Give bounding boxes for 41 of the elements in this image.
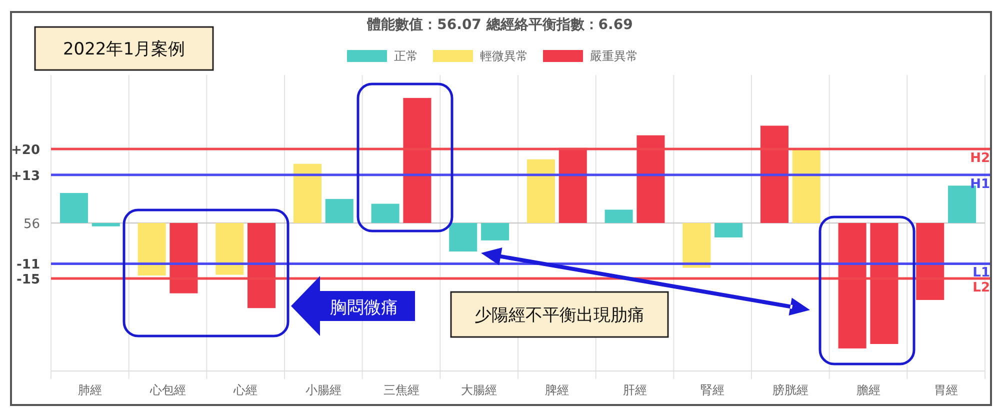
- bar: [92, 223, 120, 226]
- x-tick-label: 膽經: [856, 383, 880, 397]
- bar: [526, 159, 555, 223]
- legend-label: 正常: [394, 49, 418, 63]
- bar: [481, 223, 510, 240]
- bar: [293, 164, 322, 223]
- y-tick-label: -15: [16, 272, 40, 288]
- x-tick-label: 胃經: [934, 383, 958, 397]
- ref-line-label: H2: [970, 151, 990, 166]
- text: 56: [23, 217, 40, 232]
- x-tick-label: 大腸經: [461, 383, 498, 397]
- x-tick-label: 肝經: [622, 383, 647, 397]
- bar: [682, 223, 711, 268]
- bar: [604, 210, 633, 223]
- annotation: 胸悶微痛: [330, 298, 398, 318]
- text: 2022年1月案例: [62, 40, 186, 60]
- legend-label: 嚴重異常: [590, 49, 638, 63]
- chart-title: 體能數值：56.07 總經絡平衡指數：6.69: [367, 17, 633, 33]
- bar: [714, 223, 743, 238]
- bar: [371, 204, 400, 223]
- bar: [325, 198, 354, 223]
- y-tick-label: +13: [11, 168, 40, 184]
- ref-line-label: L1: [972, 266, 990, 281]
- bar: [60, 193, 88, 223]
- x-tick-label: 肺經: [78, 383, 102, 397]
- x-tick-label: 三焦經: [383, 383, 420, 397]
- bar: [138, 223, 166, 276]
- x-tick-label: 小腸經: [305, 383, 342, 397]
- x-tick-label: 腎經: [700, 383, 725, 397]
- y-tick-label: +20: [11, 143, 40, 158]
- ref-line-label: H1: [970, 176, 990, 192]
- y-tick-label: -11: [16, 258, 40, 273]
- bar: [449, 223, 478, 252]
- x-tick-label: 膀胱經: [772, 383, 808, 397]
- ref-line-label: L2: [972, 280, 990, 296]
- x-tick-label: 脾經: [544, 383, 569, 397]
- x-tick-label: 心包經: [148, 383, 186, 397]
- legend-label: 輕微異常: [480, 49, 528, 63]
- annotation: 少陽經不平衡出現肋痛: [474, 306, 644, 326]
- bar: [216, 223, 244, 275]
- x-tick-label: 心經: [232, 383, 258, 397]
